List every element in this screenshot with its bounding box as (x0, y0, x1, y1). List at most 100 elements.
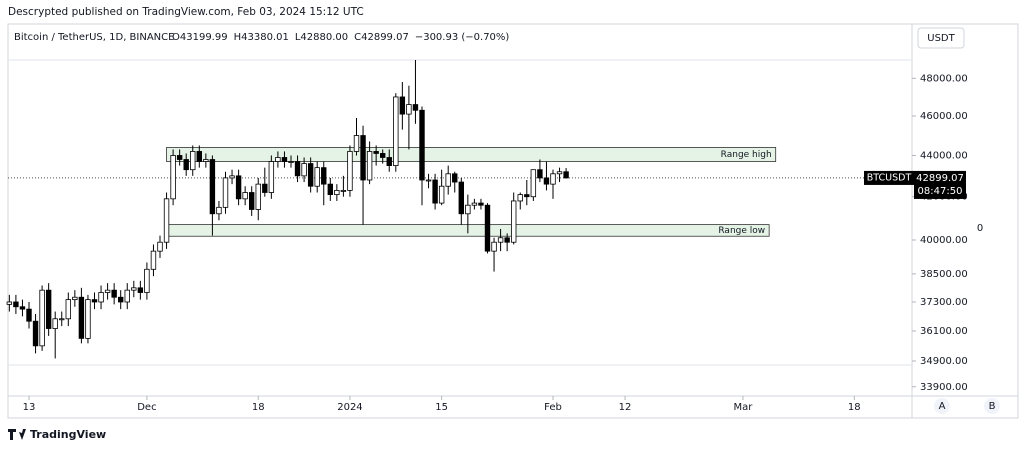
candle-body (399, 96, 406, 115)
candle-body (458, 181, 464, 215)
candle-body (543, 177, 550, 185)
candle-body (72, 296, 78, 301)
y-tick-label: 33900.00 (920, 382, 968, 393)
scale-button[interactable] (984, 398, 1000, 414)
candle-body (497, 237, 504, 243)
auto-button[interactable] (934, 398, 950, 414)
candle-body (445, 173, 451, 187)
chart-frame (7, 23, 1019, 419)
ohlc-value: −300.93 (−0.70%) (415, 32, 510, 43)
range-zone (166, 147, 777, 162)
candle-body (366, 151, 373, 181)
candle-body (425, 179, 432, 182)
candle-body (150, 250, 157, 270)
candle-body (517, 194, 523, 202)
zone-label: Range low (718, 226, 765, 236)
candle-body (209, 159, 216, 215)
y-tick-label: 36100.00 (920, 326, 968, 337)
candle-body (334, 190, 340, 196)
candle-body (321, 167, 327, 185)
candle-body (327, 183, 333, 196)
candle-body (157, 241, 163, 252)
x-tick-label: Dec (137, 402, 156, 413)
candle-body (288, 161, 294, 163)
candle-body (170, 155, 176, 200)
candle-body (137, 287, 144, 293)
ohlc-value: L42880.00 (295, 32, 348, 43)
candle-body (537, 169, 543, 179)
ohlc-value: H43380.01 (234, 32, 289, 43)
price-tag-label: 42899.07 (916, 173, 964, 184)
currency-button[interactable] (917, 27, 965, 49)
symbol-tag (864, 170, 914, 185)
y-tick-label: 46000.00 (920, 111, 968, 122)
candle-body (268, 161, 275, 193)
candle-body (504, 237, 510, 243)
y-tick-label: 44000.00 (920, 150, 968, 161)
price-tag (914, 170, 966, 199)
candle-body (294, 161, 301, 177)
candle-body (45, 289, 52, 329)
y-tick-label: 48000.00 (920, 73, 968, 84)
candle-body (563, 171, 569, 179)
candle-body (176, 155, 183, 160)
candle-body (419, 109, 425, 181)
candle-body (59, 318, 65, 321)
y-tick-label: 38500.00 (920, 269, 968, 280)
candle-body (275, 157, 281, 162)
x-tick-label: 2024 (337, 402, 362, 413)
candle-body (550, 173, 556, 185)
side-scale: 0 (977, 223, 983, 234)
candle-body (65, 299, 71, 320)
x-tick-label: 15 (435, 402, 448, 413)
candle-body (190, 151, 196, 171)
candle-body (229, 175, 235, 179)
candle-body (465, 204, 471, 215)
candle-body (314, 167, 320, 187)
candle-body (432, 179, 438, 204)
candle-body (307, 163, 314, 187)
candle-body (216, 206, 222, 215)
candle-body (222, 177, 229, 208)
candle-body (98, 292, 104, 303)
published-note: Descrypted published on TradingView.com,… (8, 6, 364, 18)
candle-body (510, 200, 517, 243)
candle-body (26, 308, 32, 322)
candle-body (530, 169, 537, 198)
x-tick-label: 18 (848, 402, 861, 413)
candle-body (183, 159, 189, 171)
candle-body (6, 301, 13, 305)
candle-body (235, 175, 242, 200)
candle-body (281, 157, 288, 162)
candle-body (478, 202, 484, 206)
ohlc-value: O43199.99 (172, 32, 228, 43)
candle-body (144, 268, 150, 293)
candle-body (412, 104, 419, 111)
candle-body (52, 318, 58, 329)
candle-body (85, 299, 91, 339)
candle-body (248, 192, 255, 210)
countdown: 08:47:50 (918, 186, 963, 197)
candle-body (484, 204, 491, 252)
candle-body (556, 171, 563, 175)
x-tick-label: 18 (252, 402, 265, 413)
candle-body (393, 96, 399, 166)
candle-body (471, 202, 478, 206)
candle-body (438, 185, 445, 204)
candle-body (255, 183, 261, 210)
brand: TradingView (30, 428, 106, 441)
candle-body (491, 241, 497, 252)
candle-body (347, 151, 353, 191)
brand-logo (8, 429, 26, 440)
candle-body (19, 306, 26, 310)
ohlc-value: C42899.07 (354, 32, 409, 43)
candle-body (124, 289, 130, 303)
candle-body (196, 151, 202, 162)
zone-label: Range high (721, 150, 772, 160)
x-tick-label: Feb (544, 402, 562, 413)
candle-body (118, 296, 124, 303)
candle-body (32, 320, 39, 347)
candle-body (386, 157, 392, 166)
candle-body (301, 163, 307, 177)
candle-body (242, 192, 248, 200)
